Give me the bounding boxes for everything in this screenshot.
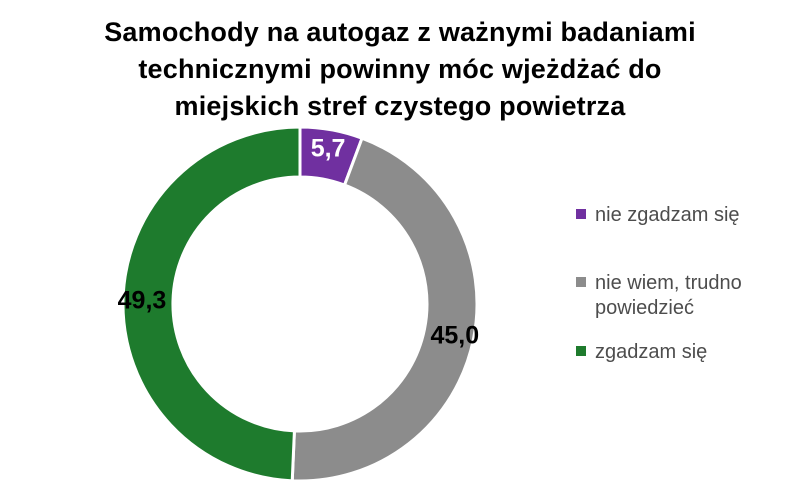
legend-label-nie-zgadzam-sie: nie zgadzam się [595, 204, 740, 226]
chart-title-line-2: technicznymi powinny móc wjeżdżać do [138, 54, 662, 84]
legend-swatch-zgadzam-sie [576, 346, 586, 356]
legend-item-nie-zgadzam-sie: nie zgadzam się [576, 203, 792, 228]
legend-label-zgadzam-sie: zgadzam się [595, 341, 708, 363]
legend-swatch-nie-wiem [576, 277, 586, 287]
donut-slice-1 [290, 136, 479, 480]
slice-value-label-1: 45,0 [430, 322, 479, 350]
legend-item-zgadzam-sie: zgadzam się [576, 340, 792, 365]
legend-swatch-nie-zgadzam-sie [576, 209, 586, 219]
chart-legend: nie zgadzam się nie wiem, trudno powiedz… [576, 0, 792, 480]
slice-value-label-0: 5,7 [311, 135, 346, 163]
slice-value-label-2: 49,3 [118, 287, 167, 315]
chart-title-line-1: Samochody na autogaz z ważnymi badaniami [104, 17, 696, 47]
donut-slice-2 [121, 125, 302, 480]
legend-label-nie-wiem: nie wiem, trudno powiedzieć [595, 272, 742, 319]
chart-title: Samochody na autogaz z ważnymi badaniami… [0, 14, 800, 125]
chart-title-line-3: miejskich stref czystego powietrza [174, 91, 626, 121]
legend-item-nie-wiem: nie wiem, trudno powiedzieć [576, 271, 792, 321]
